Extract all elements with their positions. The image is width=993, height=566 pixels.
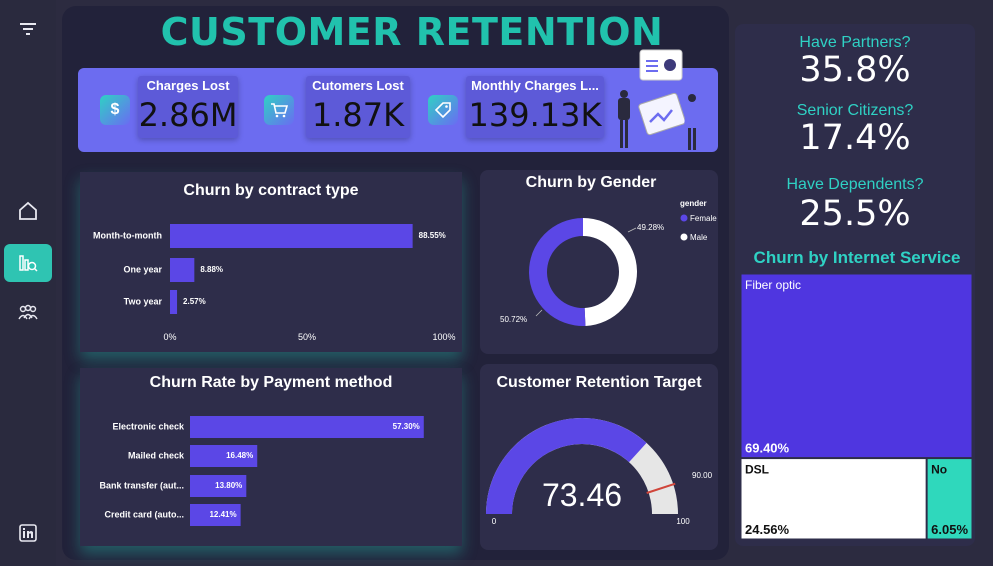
legend-title: gender [680,199,707,208]
category-label: Month-to-month [93,230,162,240]
treemap-cell [740,458,927,540]
cart-icon [264,95,294,125]
gauge-min-label: 0 [492,517,497,526]
users-icon[interactable] [4,294,52,332]
x-tick-label: 50% [298,332,316,342]
stat-label-dependents: Have Dependents? [786,176,924,193]
kpi-monthly-charges-lost: Monthly Charges L... 139.13K [466,76,604,138]
data-label: 16.48% [226,451,253,460]
chart-title: Churn by Gender [525,174,657,191]
legend-label: Female [690,214,717,223]
bar [170,290,178,314]
tag-icon [428,95,458,125]
stat-value-dependents: 25.5% [799,194,911,234]
home-icon[interactable] [4,192,52,230]
filter-icon[interactable] [4,10,52,48]
data-label: 57.30% [393,422,420,431]
chart-title: Customer Retention Target [496,374,702,391]
stat-label-partners: Have Partners? [799,34,911,51]
bar [190,445,258,467]
x-tick-label: 0% [163,332,176,342]
slice-female [529,218,586,326]
card-churn-by-gender: Churn by Gender 49.28% 50.72% gender Female… [480,170,718,354]
category-label: One year [123,264,162,274]
bar [170,224,413,248]
sidebar [0,0,56,566]
data-label: 88.55% [419,231,446,240]
kpi-value: 2.86M [138,96,238,134]
stat-value-partners: 35.8% [799,50,911,90]
gauge-target-label: 90.00 [692,471,713,480]
treemap-category: No [931,463,947,477]
data-label: 2.57% [183,297,206,306]
data-label: 13.80% [215,481,242,490]
kpi-value: 1.87K [311,96,405,134]
chart-title-internet: Churn by Internet Service [753,248,961,267]
gauge-fill [486,418,647,514]
chart-title: Churn by contract type [183,182,359,199]
data-label-female: 50.72% [500,315,527,324]
kpi-charges-lost: Charges Lost 2.86M [138,76,238,138]
card-retention-target: Customer Retention Target 73.46 0 100 90.00 [480,364,718,550]
page-title: CUSTOMER RETENTION [160,10,664,54]
data-label-male: 49.28% [637,223,664,232]
gauge-max-label: 100 [676,517,690,526]
chart-target: 73.46 0 100 90.00 [486,418,713,526]
treemap-category: Fiber optic [745,278,801,292]
legend-marker [680,233,688,241]
legend-marker [680,214,688,222]
chart-contract: Month-to-month 88.55% One year 8.88% Two yea… [93,224,456,342]
card-churn-by-payment: Churn Rate by Payment method Electronic … [80,368,462,546]
chart-payment: Electronic check 57.30% Mailed check 16.48%… [99,416,424,526]
treemap-cell [926,458,973,540]
category-label: Credit card (auto... [104,509,184,519]
treemap-value: 24.56% [745,522,790,537]
legend-label: Male [690,233,708,242]
gauge-target-marker [646,482,676,494]
category-label: Electronic check [112,421,185,431]
bar [190,416,424,438]
category-label: Two year [124,296,163,306]
card-churn-by-contract: Churn by contract type Month-to-month 88.… [80,172,462,352]
gauge-value: 73.46 [542,477,622,513]
leader-line [627,227,637,233]
dollar-icon: $ [100,95,130,125]
slice-male [583,218,638,326]
linkedin-icon[interactable] [4,514,52,552]
category-label: Mailed check [128,450,185,460]
chart-internet: Fiber optic 69.40% DSL 24.56% No 6.05% [740,273,973,540]
bar [170,258,195,282]
category-label: Bank transfer (aut... [99,480,184,490]
dashboard-illustration [618,49,700,150]
stat-value-seniors: 17.4% [799,118,911,158]
chart-title: Churn Rate by Payment method [149,374,393,391]
x-tick-label: 100% [432,332,455,342]
analytics-icon[interactable] [4,244,52,282]
leader-line [535,309,543,317]
treemap-cell [740,273,973,459]
stat-label-seniors: Senior Citizens? [796,102,914,119]
data-label: 12.41% [209,510,236,519]
treemap-category: DSL [745,463,769,477]
kpi-label: Monthly Charges L... [471,78,599,93]
kpi-value: 139.13K [468,96,602,134]
treemap-value: 6.05% [931,522,968,537]
bar [190,504,241,526]
data-label: 8.88% [200,265,223,274]
treemap-value: 69.40% [745,441,790,456]
bar [190,475,247,497]
chart-gender: 49.28% 50.72% gender Female Male [500,199,717,326]
kpi-label: Charges Lost [146,78,230,93]
kpi-label: Cutomers Lost [312,78,404,93]
kpi-customers-lost: Cutomers Lost 1.87K [306,76,410,138]
